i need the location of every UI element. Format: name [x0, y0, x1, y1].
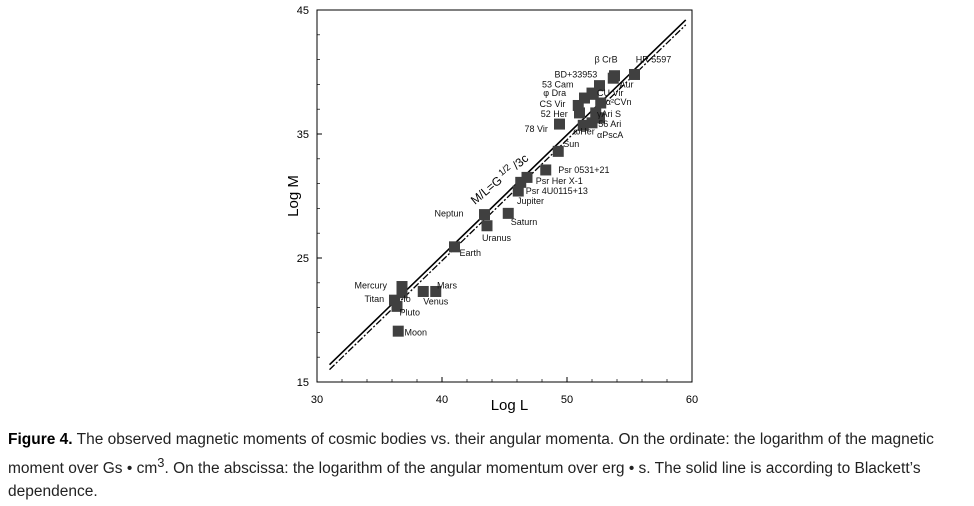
point-cs-vir: [572, 99, 584, 111]
x-tick-label: 60: [686, 394, 698, 406]
point-label: α²CVn: [606, 97, 632, 107]
axis-ticks: 30 40 50 60 15 25 35 45: [297, 5, 698, 406]
y-tick-label: 35: [297, 129, 309, 141]
point-label: β CrB: [595, 55, 618, 65]
point-label: Psr 4U0115+13: [526, 186, 588, 196]
point-psr-0531-21: [540, 164, 552, 176]
figure-label: Figure 4.: [8, 431, 73, 448]
point-53-cam: [586, 87, 598, 99]
x-tick-label: 30: [311, 394, 323, 406]
point-label: Sun: [563, 139, 579, 149]
point-label: BD+33953: [555, 69, 598, 79]
point-titan: [389, 294, 400, 306]
point-psr-4u0115-13: [515, 176, 527, 188]
point-mars: [430, 285, 442, 297]
x-tick-label: 50: [561, 394, 573, 406]
x-axis-label: Log L: [491, 397, 529, 414]
point--psca: [586, 117, 598, 129]
caption-text: The observed magnetic moments of cosmic …: [8, 431, 934, 478]
point-label: 53 Cam: [542, 79, 574, 89]
point-78-vir: [554, 118, 565, 130]
caption-superscript: 3: [157, 455, 165, 470]
fit-lines: [328, 19, 687, 371]
point-label: Titan: [365, 294, 385, 304]
point-sun: [552, 145, 564, 157]
point-label: Mercury: [355, 280, 388, 290]
plot-area: [316, 9, 693, 383]
point-label: CU Vir: [597, 88, 623, 98]
point-label: Earth: [460, 248, 482, 258]
point-label: 78 Vir: [525, 124, 548, 134]
point-label: Psr 0531+21: [558, 165, 609, 175]
point-52-her: [574, 107, 585, 119]
dashdot-line: [329, 24, 687, 371]
point-label: 52 Her: [541, 109, 568, 119]
point-label: ωHer: [573, 127, 595, 137]
point-neptun: [479, 209, 490, 221]
point-earth: [449, 241, 460, 253]
point-label: Uranus: [482, 233, 512, 243]
y-tick-label: 45: [297, 5, 309, 17]
point-venus: [417, 285, 429, 297]
point-label: Moon: [405, 327, 428, 337]
point-label: Neptun: [435, 208, 464, 218]
point-uranus: [481, 220, 493, 232]
point-moon: [392, 325, 404, 337]
point--crb: [609, 70, 620, 82]
figure-caption: Figure 4. The observed magnetic moments …: [8, 428, 970, 503]
point-label: HR 5597: [636, 55, 672, 65]
point-label: Mars: [437, 280, 457, 290]
data-points: [389, 68, 640, 337]
point-label: φ Dra: [543, 88, 566, 98]
y-axis-label: Log M: [285, 175, 302, 217]
point-io: [396, 287, 408, 299]
y-tick-label: 15: [297, 377, 309, 389]
y-tick-label: 25: [297, 253, 309, 265]
point-label: Aur: [620, 79, 634, 89]
point-label: γAri S: [597, 109, 621, 119]
point-mercury: [396, 281, 408, 293]
point-jupiter: [512, 185, 524, 197]
point-label: Pluto: [400, 308, 421, 318]
point-psr-her-x-1: [521, 171, 533, 183]
point--her: [577, 119, 589, 131]
point-hr-5597: [629, 68, 640, 80]
point-label: αPscA: [597, 130, 623, 140]
point-label: Saturn: [511, 217, 538, 227]
point--dra: [579, 92, 590, 104]
point--cvn: [595, 97, 607, 109]
point-label: Venus: [423, 296, 449, 306]
point-pluto: [391, 300, 403, 312]
scatter-chart: 30 40 50 60 15 25 35 45 Moon Pluto Titan Io Mercury…: [285, 5, 698, 414]
point-saturn: [502, 207, 514, 219]
x-tick-label: 40: [436, 394, 448, 406]
point-labels: Moon Pluto Titan Io Mercury Venus Mars EarthUra…: [355, 55, 672, 338]
point--ari-s: [590, 107, 602, 119]
caption-text-end: . On the abscissa: the logarithm of the …: [8, 460, 921, 501]
point-label: Io: [403, 294, 411, 304]
point-53-aur: [594, 80, 605, 92]
point-label: Jupiter: [517, 196, 544, 206]
point-label: 56 Ari: [598, 119, 621, 129]
point-label: Psr Her X-1: [536, 176, 583, 186]
blackett-solid-line: [328, 19, 687, 366]
point-label: CS Vir: [540, 99, 566, 109]
